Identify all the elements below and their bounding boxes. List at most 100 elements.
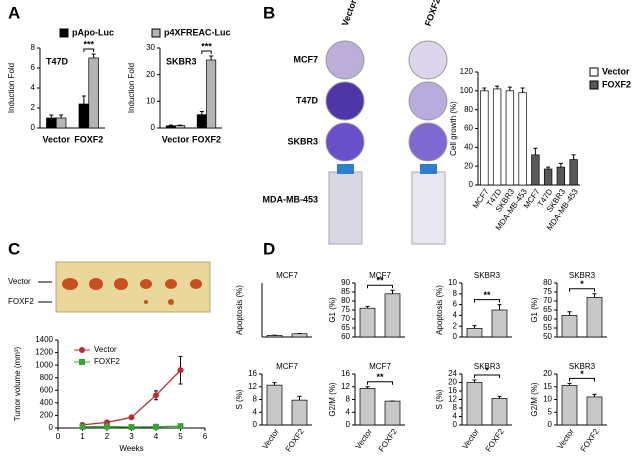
- y-tick-label: 60: [341, 332, 350, 341]
- point: [128, 414, 135, 421]
- y-tick-label: 85: [341, 287, 350, 296]
- error-bar: [592, 393, 597, 397]
- error-bar: [546, 166, 551, 169]
- bar: [466, 382, 483, 426]
- y-tick-label: 60: [464, 124, 473, 133]
- bar: [491, 309, 508, 338]
- y-tick-label: 8: [31, 43, 36, 52]
- tumor: [165, 279, 177, 289]
- significance-bracket: [367, 381, 393, 385]
- legend-swatch: [151, 28, 161, 38]
- y-tick-label: 5: [548, 407, 553, 416]
- error-bar: [81, 95, 86, 104]
- x-tick-label: FOXF2: [484, 427, 506, 454]
- error-bar: [558, 162, 563, 168]
- error-bar: [365, 305, 370, 309]
- column-label: FOXF2: [423, 0, 442, 27]
- y-tick-label: 60: [543, 314, 552, 323]
- flask-cap: [337, 164, 354, 174]
- y-tick-label: 24: [448, 369, 457, 378]
- chart-title: SKBR3: [166, 56, 197, 66]
- bar: [78, 103, 90, 129]
- chart-title: SKBR3: [569, 362, 596, 371]
- y-tick-label: 16: [248, 369, 257, 378]
- error-bar: [178, 124, 183, 126]
- point: [177, 423, 184, 430]
- tumor: [89, 278, 103, 290]
- y-tick-label: 90: [341, 278, 350, 287]
- y-axis-label: Cell growth (%): [449, 101, 458, 156]
- photo-label: Vector: [8, 277, 31, 286]
- significance-label: **: [483, 290, 491, 300]
- y-tick-label: 600: [40, 385, 54, 394]
- bar: [384, 400, 401, 426]
- x-tick-label: Vector: [260, 427, 281, 451]
- y-tick-label: 65: [341, 323, 350, 332]
- error-bar: [472, 325, 477, 329]
- y-tick-label: 0: [453, 420, 458, 429]
- significance-label: *: [580, 369, 584, 379]
- y-tick-label: 0: [548, 420, 553, 429]
- bar: [518, 92, 527, 186]
- bar: [505, 90, 515, 186]
- significance-label: **: [376, 276, 384, 286]
- bar: [569, 159, 578, 186]
- x-tick-label: FOXF2: [74, 134, 103, 144]
- y-tick-label: 0: [453, 332, 458, 341]
- significance-label: ***: [83, 39, 94, 49]
- tumor-photo: Vector FOXF2: [8, 261, 211, 313]
- error-bar: [297, 395, 302, 401]
- x-tick-label: Vector: [353, 427, 374, 451]
- y-tick-label: 12: [448, 395, 457, 404]
- y-tick-label: 55: [543, 323, 552, 332]
- tumor: [144, 300, 148, 304]
- error-bar: [472, 379, 477, 383]
- y-tick-label: 16: [448, 386, 457, 395]
- x-tick-label: Vector: [555, 427, 576, 451]
- significance-bracket: [367, 284, 393, 289]
- tumor: [168, 299, 174, 305]
- bar: [491, 398, 508, 426]
- x-axis-label: Weeks: [119, 444, 143, 453]
- x-tick-label: 4: [154, 432, 159, 441]
- flask: [328, 171, 363, 245]
- error-bar: [365, 386, 370, 389]
- y-axis-label: S (%): [435, 389, 444, 409]
- chart-title: SKBR3: [474, 362, 501, 371]
- error-bar: [390, 289, 395, 294]
- bar: [359, 387, 376, 426]
- plate: [408, 40, 448, 80]
- plate: [408, 122, 448, 162]
- y-tick-label: 80: [341, 296, 350, 305]
- chart-title: MCF7: [276, 362, 298, 371]
- y-axis-label: G2/M (%): [328, 382, 337, 417]
- y-tick-label: 0: [49, 423, 54, 432]
- legend-marker: [79, 347, 85, 353]
- y-tick-label: 4: [253, 407, 258, 416]
- point: [79, 423, 86, 430]
- x-tick-label: Vector: [162, 134, 190, 144]
- y-tick-label: 75: [341, 305, 350, 314]
- y-tick-label: 6: [31, 63, 36, 72]
- significance-bracket: [569, 377, 595, 382]
- x-tick-label: FOXF2: [192, 134, 221, 144]
- bar: [384, 293, 401, 338]
- significance-label: *: [580, 279, 584, 289]
- point: [128, 424, 135, 431]
- error-bar: [571, 154, 576, 160]
- x-tick-label: Vector: [460, 427, 481, 451]
- y-axis-label: S (%): [235, 389, 244, 409]
- y-tick-label: 30: [146, 43, 155, 52]
- row-label: MDA-MB-453: [262, 194, 318, 204]
- y-tick-label: 20: [464, 161, 473, 170]
- y-tick-label: 10: [543, 395, 552, 404]
- significance-label: **: [376, 372, 384, 382]
- significance-bracket: [474, 299, 500, 303]
- x-tick-label: 5: [178, 432, 183, 441]
- bar: [586, 396, 603, 426]
- error-bar: [495, 85, 500, 89]
- y-tick-label: 120: [460, 67, 474, 76]
- y-tick-label: 4: [453, 311, 458, 320]
- y-tick-label: 65: [543, 305, 552, 314]
